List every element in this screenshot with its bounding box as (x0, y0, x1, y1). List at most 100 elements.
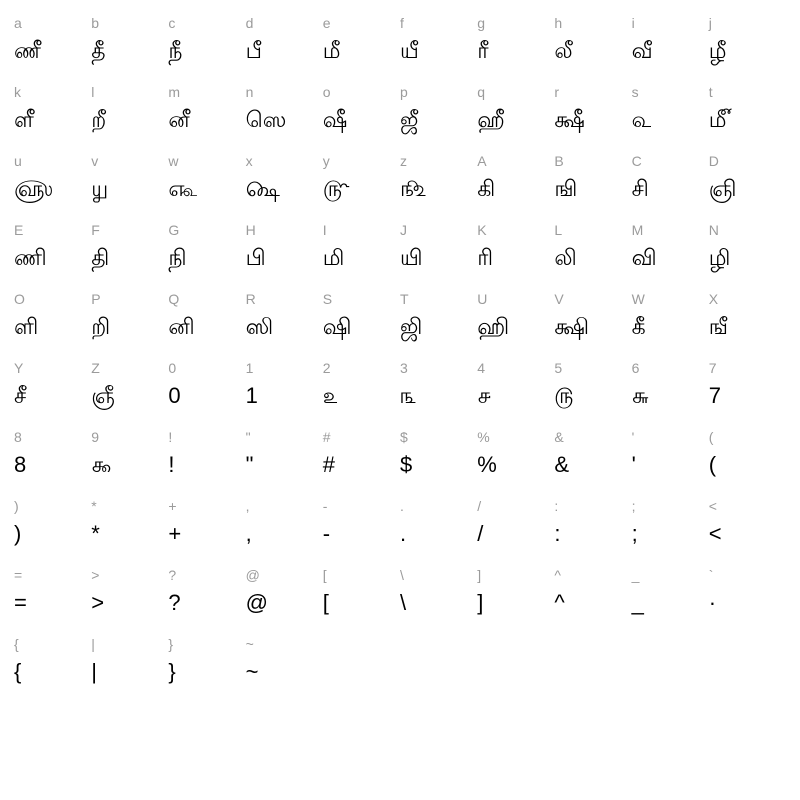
charmap-glyph: ஙீ (709, 316, 728, 338)
charmap-glyph: ௺ (400, 178, 426, 200)
charmap-cell: 00 (168, 355, 245, 424)
charmap-cell: ?? (168, 562, 245, 631)
charmap-glyph: - (323, 523, 330, 545)
charmap-glyph: ஜீ (400, 109, 418, 131)
charmap-key: E (14, 223, 23, 237)
charmap-key: B (554, 154, 563, 168)
charmap-key: > (91, 568, 99, 582)
charmap-key: : (554, 499, 558, 513)
charmap-glyph: ஷி (323, 316, 352, 338)
charmap-key: ! (168, 430, 172, 444)
charmap-cell: u௵ (14, 148, 91, 217)
charmap-glyph: சீ (14, 385, 26, 407)
charmap-glyph: \ (400, 592, 406, 614)
charmap-cell: Jயி (400, 217, 477, 286)
charmap-key: X (709, 292, 718, 306)
charmap-glyph: $ (400, 454, 412, 476)
charmap-cell: ++ (168, 493, 245, 562)
charmap-glyph: ௹ (323, 178, 349, 200)
charmap-cell: Rஸி (246, 286, 323, 355)
charmap-key: 3 (400, 361, 408, 375)
charmap-key: N (709, 223, 719, 237)
charmap-glyph: : (554, 523, 560, 545)
charmap-glyph: · (709, 592, 716, 614)
charmap-cell: ## (323, 424, 400, 493)
charmap-cell: -- (323, 493, 400, 562)
charmap-cell: .. (400, 493, 477, 562)
charmap-cell: Lலி (554, 217, 631, 286)
charmap-glyph: ௷ (168, 178, 197, 200)
charmap-key: ] (477, 568, 481, 582)
charmap-glyph: னீ (168, 109, 189, 131)
charmap-key: s (632, 85, 639, 99)
charmap-cell: `· (709, 562, 786, 631)
charmap-glyph: ழி (709, 247, 731, 269)
charmap-cell: Vக்ஷி (554, 286, 631, 355)
charmap-key: M (632, 223, 644, 237)
charmap-glyph: ( (709, 454, 716, 476)
charmap-glyph: நி (168, 247, 186, 269)
charmap-glyph: ௶ (91, 178, 108, 200)
charmap-key: F (91, 223, 100, 237)
charmap-cell: X ஙீ (709, 286, 786, 355)
charmap-glyph: @ (246, 592, 268, 614)
charmap-glyph: ] (477, 592, 483, 614)
charmap-glyph: + (168, 523, 181, 545)
charmap-cell: oஷீ (323, 79, 400, 148)
charmap-glyph: ௫ (554, 385, 573, 407)
charmap-cell: hலீ (554, 10, 631, 79)
charmap-key: ; (632, 499, 636, 513)
charmap-key: A (477, 154, 486, 168)
charmap-cell: Wகீ (632, 286, 709, 355)
charmap-cell: Uஹி (477, 286, 554, 355)
charmap-key: 0 (168, 361, 176, 375)
charmap-cell: Gநி (168, 217, 245, 286)
charmap-key: W (632, 292, 645, 306)
charmap-cell: ^^ (554, 562, 631, 631)
charmap-key: z (400, 154, 407, 168)
charmap-glyph: ~ (246, 661, 259, 683)
charmap-cell: Eணி (14, 217, 91, 286)
charmap-key: 2 (323, 361, 331, 375)
charmap-key: y (323, 154, 330, 168)
charmap-key: [ (323, 568, 327, 582)
charmap-glyph: { (14, 661, 21, 683)
charmap-key: Y (14, 361, 23, 375)
charmap-glyph: க்ஷி (554, 316, 589, 338)
charmap-key: q (477, 85, 485, 99)
charmap-cell: '' (632, 424, 709, 493)
charmap-key: J (400, 223, 407, 237)
charmap-cell: Zஞீ (91, 355, 168, 424)
charmap-cell: ~~ (246, 631, 323, 700)
charmap-key: } (168, 637, 173, 651)
charmap-glyph: = (14, 592, 27, 614)
charmap-key: 4 (477, 361, 485, 375)
charmap-key: 9 (91, 430, 99, 444)
charmap-key: 7 (709, 361, 717, 375)
charmap-glyph: & (554, 454, 569, 476)
charmap-cell: Kரி (477, 217, 554, 286)
charmap-cell: // (477, 493, 554, 562)
charmap-key: 5 (554, 361, 562, 375)
charmap-cell: == (14, 562, 91, 631)
charmap-cell: ** (91, 493, 168, 562)
charmap-glyph: ௳ (632, 109, 652, 131)
charmap-key: Z (91, 361, 100, 375)
charmap-cell: || (91, 631, 168, 700)
charmap-key: $ (400, 430, 408, 444)
charmap-glyph: " (246, 454, 254, 476)
charmap-key: # (323, 430, 331, 444)
charmap-cell: v௶ (91, 148, 168, 217)
charmap-glyph: பீ (246, 40, 262, 62)
charmap-cell: 6௬ (632, 355, 709, 424)
charmap-glyph: ரி (477, 247, 493, 269)
charmap-cell: }} (168, 631, 245, 700)
charmap-cell: 3௩ (400, 355, 477, 424)
charmap-key: T (400, 292, 409, 306)
charmap-glyph: க்ஷீ (554, 109, 585, 131)
charmap-key: g (477, 16, 485, 30)
charmap-key: H (246, 223, 256, 237)
charmap-key: m (168, 85, 180, 99)
charmap-key: k (14, 85, 21, 99)
charmap-glyph: . (400, 523, 406, 545)
